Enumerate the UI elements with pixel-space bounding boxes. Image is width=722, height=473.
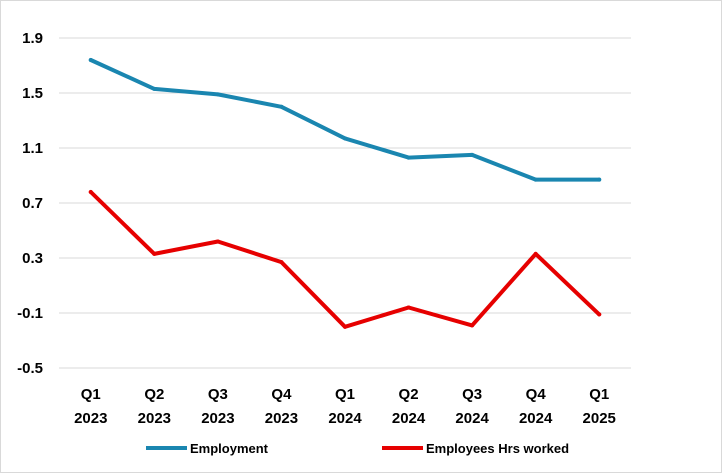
- legend: Employment Employees Hrs worked: [146, 441, 569, 456]
- y-tick-label: 1.1: [22, 140, 43, 157]
- x-tick-label-year: 2024: [519, 410, 553, 427]
- data-point: [406, 155, 411, 160]
- y-tick-label: 0.3: [22, 250, 43, 267]
- legend-label: Employment: [190, 441, 269, 456]
- legend-label: Employees Hrs worked: [426, 441, 569, 456]
- data-point: [343, 324, 347, 329]
- y-tick-label: 0.7: [22, 195, 43, 212]
- x-tick-label-quarter: Q2: [399, 386, 419, 403]
- series-line-employment: [88, 58, 602, 182]
- series-line-employees-hrs-worked: [88, 190, 602, 329]
- data-point: [597, 312, 602, 317]
- gridlines: [59, 37, 631, 369]
- x-tick-label-year: 2023: [74, 410, 107, 427]
- x-tick-label-quarter: Q1: [81, 386, 101, 403]
- y-tick-label: 1.9: [22, 30, 43, 47]
- x-tick-label-quarter: Q4: [271, 386, 292, 403]
- data-point: [597, 177, 602, 182]
- x-tick-label-year: 2024: [392, 410, 426, 427]
- x-tick-label-year: 2023: [138, 410, 171, 427]
- series-lines: [88, 58, 602, 329]
- data-point: [88, 58, 93, 62]
- data-point: [533, 177, 538, 182]
- data-point: [88, 190, 93, 194]
- x-tick-label-year: 2023: [265, 410, 298, 427]
- y-tick-label: -0.5: [17, 360, 43, 377]
- x-tick-label-quarter: Q3: [462, 386, 482, 403]
- data-point: [279, 104, 284, 109]
- data-point: [343, 136, 347, 141]
- x-axis-ticks: Q1 2023 Q2 2023 Q3 2023 Q4 2023 Q1 2024 Q2 2024 Q3 20…: [74, 386, 616, 427]
- data-point: [152, 86, 157, 91]
- y-tick-label: 1.5: [22, 85, 43, 102]
- x-tick-label-quarter: Q1: [589, 386, 609, 403]
- data-point: [152, 251, 157, 256]
- x-tick-label-quarter: Q2: [144, 386, 164, 403]
- data-point: [406, 305, 411, 310]
- data-point: [470, 323, 475, 328]
- data-point: [470, 152, 475, 157]
- data-point: [279, 260, 284, 265]
- x-tick-label-quarter: Q1: [335, 386, 355, 403]
- y-axis-ticks: 1.9 1.5 1.1 0.7 0.3 -0.1 -0.5: [17, 30, 43, 377]
- x-tick-label-year: 2025: [583, 410, 616, 427]
- x-tick-label-year: 2024: [328, 410, 362, 427]
- x-tick-label-year: 2023: [201, 410, 234, 427]
- y-tick-label: -0.1: [17, 305, 43, 322]
- x-tick-label-quarter: Q3: [208, 386, 228, 403]
- data-point: [215, 239, 220, 244]
- x-tick-label-year: 2024: [455, 410, 489, 427]
- data-point: [533, 251, 538, 256]
- data-point: [215, 92, 220, 97]
- x-tick-label-quarter: Q4: [526, 386, 547, 403]
